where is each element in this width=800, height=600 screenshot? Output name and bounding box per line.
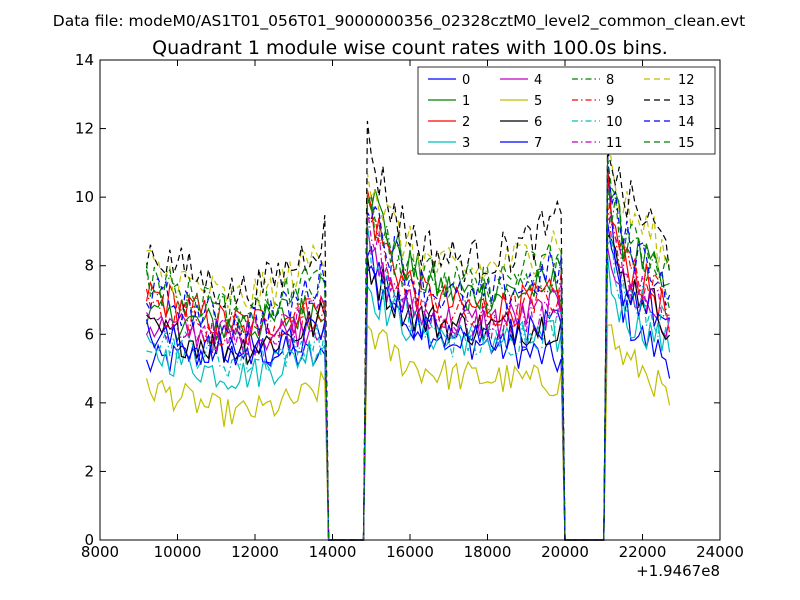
x-tick-label: 18000	[464, 543, 512, 561]
series-line-13	[145, 120, 671, 541]
legend-box	[417, 66, 716, 155]
legend-label: 10	[606, 115, 623, 130]
x-tick-label: 10000	[154, 543, 202, 561]
legend-item: 0	[428, 73, 470, 88]
legend-item: 6	[500, 115, 542, 130]
legend-label: 7	[534, 136, 542, 151]
legend-item: 8	[572, 73, 614, 88]
legend-item: 4	[500, 73, 542, 88]
series-line-2	[145, 167, 670, 541]
y-tick-label: 2	[84, 462, 94, 480]
x-tick-label: 14000	[309, 543, 357, 561]
legend-item: 10	[572, 115, 623, 130]
legend-item: 14	[644, 115, 695, 130]
suptitle: Data file: modeM0/AS1T01_056T01_90000003…	[53, 12, 745, 31]
legend-label: 2	[462, 115, 470, 130]
legend-label: 1	[462, 94, 470, 109]
y-tick-label: 6	[84, 325, 94, 343]
legend-label: 13	[678, 94, 695, 109]
legend-label: 5	[534, 94, 542, 109]
legend-item: 1	[428, 94, 470, 109]
legend-label: 9	[606, 94, 614, 109]
legend-label: 8	[606, 73, 614, 88]
legend-item: 5	[500, 94, 542, 109]
series-line-3	[145, 256, 671, 541]
y-tick-label: 14	[75, 51, 94, 69]
legend-item: 3	[428, 136, 470, 151]
legend-label: 3	[462, 136, 470, 151]
y-tick-label: 4	[84, 394, 94, 412]
series-line-14	[145, 154, 671, 541]
plot-lines	[145, 120, 671, 541]
x-offset-label: +1.9467e8	[636, 562, 720, 580]
legend-item: 11	[572, 136, 623, 151]
legend-label: 12	[678, 73, 695, 88]
legend-label: 0	[462, 73, 470, 88]
series-line-11	[145, 207, 670, 541]
chart-title: Quadrant 1 module wise count rates with …	[152, 37, 668, 59]
x-axis: 8000 10000 12000 14000 16000 18000 20000 22000 2…	[81, 60, 744, 561]
legend-label: 6	[534, 115, 542, 130]
x-tick-label: 22000	[619, 543, 667, 561]
legend-item: 12	[644, 73, 695, 88]
series-line-5	[145, 323, 671, 541]
legend-item: 7	[500, 136, 542, 151]
series-line-15	[145, 158, 671, 541]
series-line-12	[146, 128, 671, 541]
legend-label: 11	[606, 136, 623, 151]
x-tick-label: 8000	[81, 543, 119, 561]
series-line-6	[146, 233, 671, 541]
y-tick-label: 10	[75, 188, 94, 206]
legend-item: 2	[428, 115, 470, 130]
series-line-1	[145, 168, 670, 541]
y-tick-label: 0	[84, 531, 94, 549]
x-tick-label: 24000	[696, 543, 744, 561]
y-tick-label: 8	[84, 257, 94, 275]
x-tick-label: 12000	[231, 543, 279, 561]
legend-label: 4	[534, 73, 542, 88]
legend-item: 15	[644, 136, 695, 151]
legend-label: 15	[678, 136, 695, 151]
x-tick-label: 16000	[386, 543, 434, 561]
legend-item: 9	[572, 94, 614, 109]
legend-item: 13	[644, 94, 695, 109]
legend-label: 14	[678, 115, 695, 130]
series-line-8	[145, 187, 671, 541]
y-tick-label: 12	[75, 120, 94, 138]
x-tick-label: 20000	[541, 543, 589, 561]
series-line-9	[145, 204, 671, 541]
